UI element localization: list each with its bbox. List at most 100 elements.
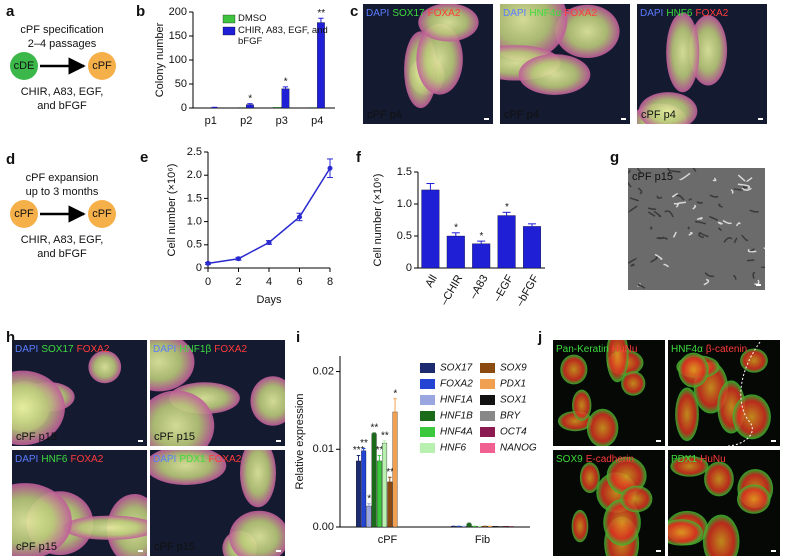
micrograph-content <box>500 4 630 124</box>
legend-label: SOX17 <box>440 363 473 374</box>
scheme-factors: and bFGF <box>37 248 87 260</box>
stain-label: HNF6 <box>41 454 68 465</box>
y-tick-label: 1.5 <box>397 166 412 178</box>
stain-label: HNF4α <box>529 8 561 19</box>
micrograph: HNF4α β-catenin <box>668 340 780 446</box>
colony <box>12 483 72 556</box>
colony <box>638 92 698 124</box>
cell-edge <box>746 259 755 262</box>
cell-edge <box>704 272 715 278</box>
y-tick-label: 2.5 <box>187 146 202 158</box>
y-tick-label: 0.5 <box>187 239 202 251</box>
scale-bar <box>484 118 489 120</box>
micrograph: Pan-Keratin HuNu <box>553 340 665 446</box>
bar <box>523 226 541 269</box>
error-bar <box>372 432 376 434</box>
micrograph-content <box>150 450 285 556</box>
bar <box>421 189 440 269</box>
tissue-structure <box>675 387 699 442</box>
tissue-structure <box>586 408 619 446</box>
cell-edge <box>745 177 753 182</box>
significance: ** <box>376 445 384 456</box>
cell-edge <box>664 210 674 218</box>
point <box>297 214 302 220</box>
stain-label: SOX17 <box>41 344 74 355</box>
colony <box>88 350 122 384</box>
colony <box>555 4 620 58</box>
stain-label: HuNu <box>612 344 638 355</box>
cell-edge <box>760 266 765 269</box>
legend-label: DMSO <box>238 13 267 24</box>
micrograph-content <box>637 4 767 124</box>
error-bar <box>377 454 382 461</box>
cell-edge <box>671 193 678 198</box>
legend-swatch <box>420 411 435 421</box>
y-tick-label: 0 <box>181 102 187 114</box>
error-bar <box>282 86 289 89</box>
cell-edge <box>692 168 697 172</box>
cell-edge <box>730 189 734 195</box>
bar <box>392 411 398 528</box>
cell-edge <box>668 169 681 173</box>
cell-edge <box>636 168 642 175</box>
legend-entry: DMSO <box>238 13 267 24</box>
cell-edge <box>737 174 746 182</box>
significance: * <box>393 388 397 399</box>
micrograph: DAPI HNF6 FOXA2 cPF p15 <box>12 450 147 556</box>
cell-node <box>88 200 116 228</box>
tissue-structure <box>620 485 653 513</box>
legend-label: SOX9 <box>500 363 527 374</box>
x-tick-label: 4 <box>266 276 272 288</box>
panel-letter: d <box>6 151 15 168</box>
cell-edge <box>676 201 686 206</box>
legend-swatch <box>480 363 495 373</box>
tissue-structure <box>560 354 588 385</box>
error-bar <box>382 440 387 444</box>
x-tick-label: p4 <box>311 115 323 127</box>
x-tick-label: p3 <box>276 115 288 127</box>
tissue-structure <box>737 484 771 514</box>
cell-edge <box>694 220 706 225</box>
panel-letter: c <box>350 3 358 20</box>
micrograph-content <box>628 168 765 290</box>
cell-edge <box>650 256 658 263</box>
error-bar <box>426 183 435 190</box>
legend-label: CHIR, A83, EGF, and bFGF <box>238 25 328 47</box>
legend-label: HNF1B <box>440 411 473 422</box>
scale-bar <box>756 284 761 286</box>
stain-label: FOXA2 <box>564 8 597 19</box>
scale-bar <box>138 440 143 442</box>
stain-label: FOXA2 <box>428 8 461 19</box>
micrograph-content <box>363 4 493 124</box>
line <box>207 167 331 265</box>
x-axis-label: Days <box>256 294 282 306</box>
legend-swatch <box>480 443 495 453</box>
y-tick-label: 1.5 <box>187 192 202 204</box>
x-tick-label: 2 <box>235 276 241 288</box>
scale-bar <box>276 550 281 552</box>
legend-label: HNF1A <box>440 395 473 406</box>
x-tick-label: All <box>423 273 440 290</box>
cell-edge <box>692 204 697 210</box>
scale-bar <box>621 118 626 120</box>
point <box>236 256 241 262</box>
significance: * <box>248 93 252 104</box>
cell-edge <box>663 263 669 268</box>
error-bar <box>361 447 366 451</box>
tissue-structure <box>621 371 646 396</box>
stain-label: PDX1 <box>179 454 206 465</box>
cell-edge <box>718 227 722 231</box>
stain-label: FOXA2 <box>77 344 110 355</box>
image-caption: cPF p15 <box>632 171 673 183</box>
cell-node <box>10 52 38 80</box>
error-bar <box>502 211 511 216</box>
y-tick-label: 0.02 <box>313 365 334 377</box>
significance: * <box>367 493 371 504</box>
colony <box>229 510 285 556</box>
bar <box>466 523 472 528</box>
stain-labels: DAPI HNF1β FOXA2 <box>153 344 247 355</box>
micrograph-content <box>12 450 147 556</box>
cell-edge <box>703 278 710 286</box>
cell-edge <box>647 211 656 217</box>
cell-edge <box>637 187 643 195</box>
